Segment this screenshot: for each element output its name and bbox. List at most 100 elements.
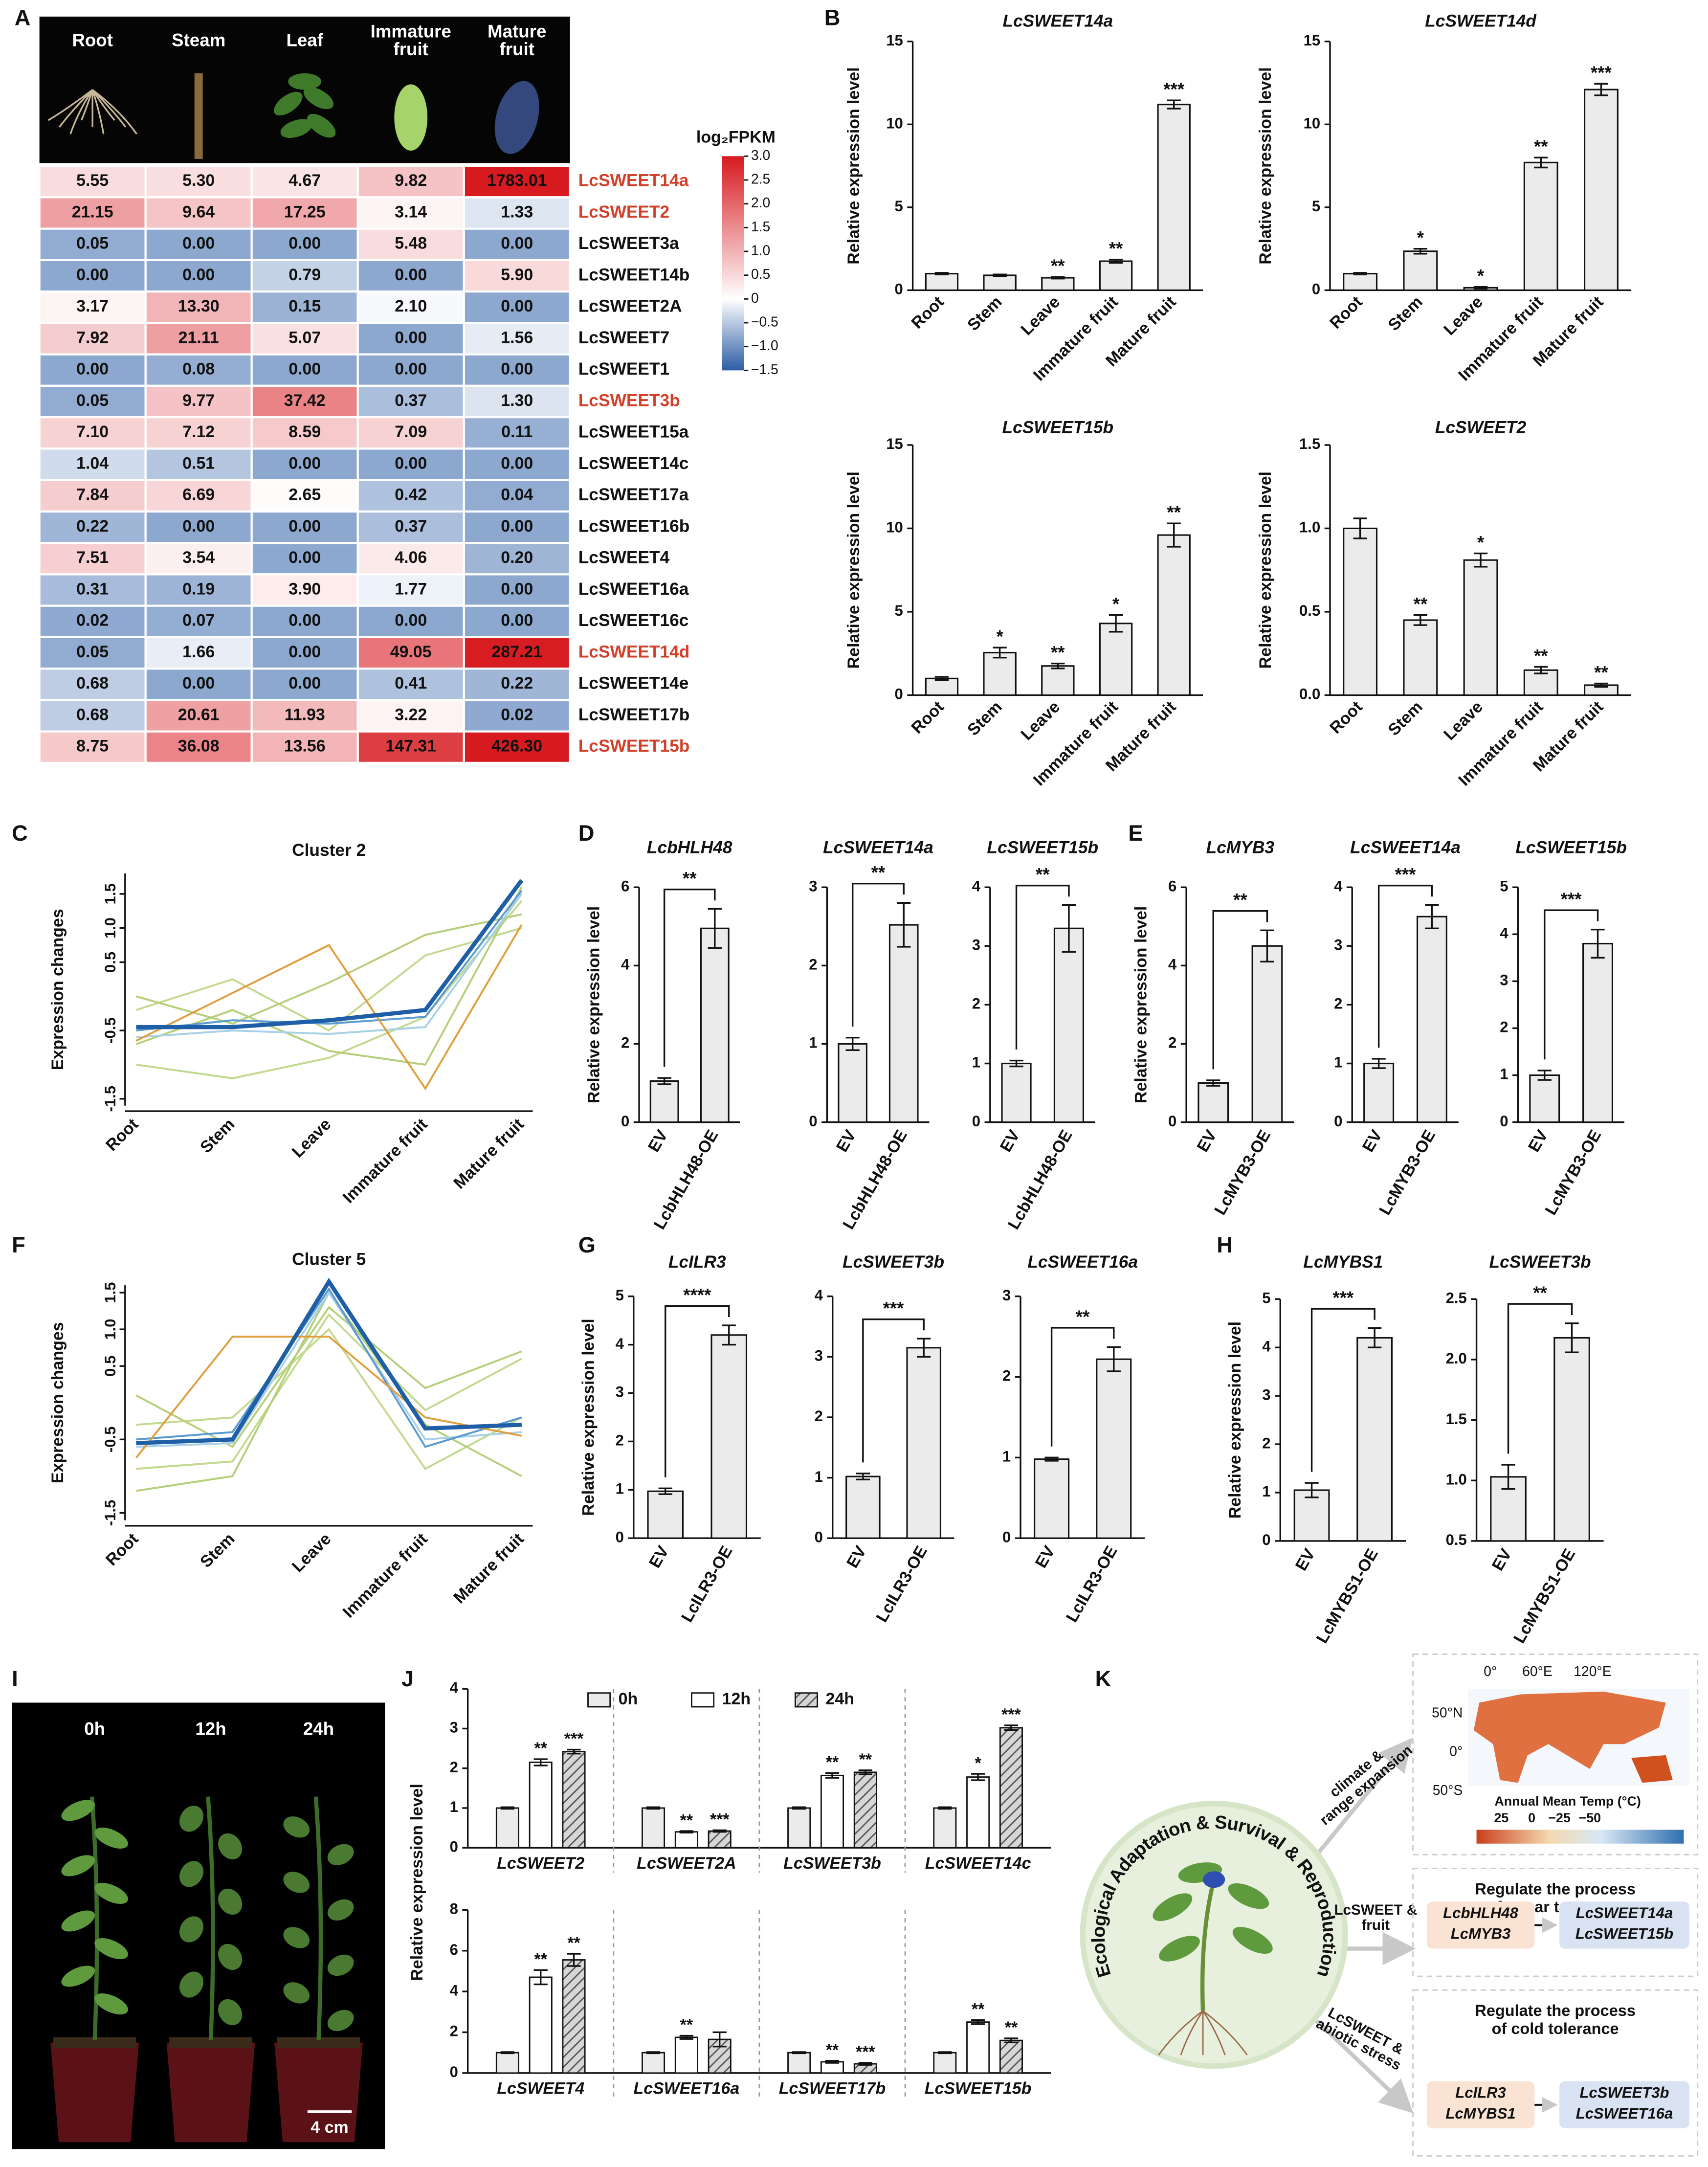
bar xyxy=(933,1807,957,1849)
error-bar xyxy=(1062,904,1076,953)
bar xyxy=(1157,534,1191,696)
leaf xyxy=(218,1888,243,1915)
y-tick-label: 0 xyxy=(815,1528,823,1545)
colorbar-tick-label: 3.0 xyxy=(751,147,770,163)
colorbar-tick-label: −1.0 xyxy=(751,337,778,353)
error-bar xyxy=(500,2051,515,2055)
map-lat-label: 0° xyxy=(1449,1743,1463,1759)
colorbar-tick-label: 0 xyxy=(751,290,759,306)
legend-label: 0h xyxy=(619,1690,638,1708)
significance: ** xyxy=(534,1950,548,1969)
cell-label: 5.48 xyxy=(395,234,427,253)
cell-label: 0.00 xyxy=(182,674,215,693)
y-tick-label: 1.0 xyxy=(102,1319,119,1340)
cell-label: 0.04 xyxy=(501,486,533,504)
cell-label: 1.56 xyxy=(501,328,533,347)
cell-label: 0.00 xyxy=(501,580,533,598)
leaf xyxy=(61,1966,95,1987)
column-header: Mature fruit xyxy=(488,21,546,59)
cell-label: 0.00 xyxy=(501,360,533,379)
significance: *** xyxy=(1591,63,1612,83)
y-axis-label: Relative expression level xyxy=(844,471,863,669)
bar xyxy=(1416,916,1447,1123)
error-bar xyxy=(1534,666,1548,674)
cell-label: 0.05 xyxy=(76,234,109,253)
y-tick-label: 6 xyxy=(1168,877,1176,894)
leaf xyxy=(94,1882,128,1904)
colorbar-tick-label: 2.5 xyxy=(751,171,770,186)
cell-label: 0.00 xyxy=(395,360,427,379)
error-bar xyxy=(792,1806,806,1810)
bar xyxy=(1463,559,1498,696)
cell-label: 6.69 xyxy=(182,486,215,504)
root-sketch xyxy=(92,89,137,135)
text-line: Regulate the process xyxy=(1475,2002,1636,2019)
bar xyxy=(820,1774,844,1849)
y-tick-label: 4 xyxy=(1334,877,1343,894)
heatmap-cell xyxy=(356,636,465,670)
chart-title: LcSWEET14a xyxy=(1350,838,1461,857)
significance: *** xyxy=(856,2043,875,2061)
significance: *** xyxy=(1001,1705,1021,1724)
bar xyxy=(966,2021,990,2074)
heatmap-cell xyxy=(144,604,253,639)
cell-label: 0.00 xyxy=(288,234,321,253)
heatmap-cell xyxy=(356,573,465,607)
y-tick-label: 2.0 xyxy=(1446,1350,1467,1367)
map-lon-label: 120°E xyxy=(1574,1663,1611,1679)
colorbar-tick-label: −0.5 xyxy=(751,313,778,329)
panel-letter: C xyxy=(12,821,28,846)
leaf-sketch xyxy=(274,91,303,116)
significance: ** xyxy=(871,863,886,883)
error-bar xyxy=(897,902,911,948)
row-label: LcSWEET7 xyxy=(578,328,669,347)
cell-label: 4.67 xyxy=(288,171,321,190)
cell-label: 0.11 xyxy=(501,423,532,441)
text-line: fruit xyxy=(1361,1917,1390,1933)
cell-label: 0.02 xyxy=(76,611,109,630)
error-bar xyxy=(679,2034,693,2040)
significance: ** xyxy=(683,869,697,889)
heatmap-cell xyxy=(463,730,571,764)
significance: ** xyxy=(1051,256,1065,276)
cell-label: 3.17 xyxy=(76,297,109,315)
error-bar xyxy=(993,273,1007,277)
bar xyxy=(642,1807,665,1849)
target-name: LcSWEET3b xyxy=(1579,2084,1669,2101)
y-tick-label: 0 xyxy=(1002,1528,1011,1545)
leaf xyxy=(283,1927,310,1948)
significance: *** xyxy=(1395,865,1417,885)
cell-label: 0.00 xyxy=(501,234,533,253)
bar xyxy=(529,1976,553,2074)
y-tick-label: 1.0 xyxy=(102,917,119,938)
heatmap-cell xyxy=(356,227,465,261)
error-bar xyxy=(1109,259,1123,264)
soil xyxy=(277,2037,360,2048)
y-tick-label: 3 xyxy=(809,877,817,894)
y-tick-label: 10 xyxy=(886,115,903,132)
y-tick-label: 0 xyxy=(450,1838,458,1855)
root-sketch xyxy=(91,89,115,121)
leaf xyxy=(283,1872,310,1893)
error-bar xyxy=(845,1036,860,1051)
heatmap-cell xyxy=(250,447,359,481)
cell-label: 9.77 xyxy=(182,391,215,410)
panel-letter: G xyxy=(578,1232,596,1257)
x-tick-label: LcSWEET14c xyxy=(925,1854,1031,1873)
cell-label: 0.00 xyxy=(395,454,427,472)
row-label: LcSWEET2 xyxy=(578,202,669,222)
y-axis-label: Relative expression level xyxy=(1256,67,1275,264)
cell-label: 0.00 xyxy=(288,674,321,693)
heatmap-cell xyxy=(144,479,253,513)
pot xyxy=(50,2042,139,2143)
chart-title: LcMYBS1 xyxy=(1303,1252,1383,1272)
bar xyxy=(1041,665,1075,696)
bar xyxy=(674,1831,698,1849)
y-tick-label: 2 xyxy=(815,1407,823,1425)
map-lon-label: 60°E xyxy=(1522,1663,1553,1679)
y-tick-label: 0 xyxy=(895,686,903,703)
cell-label: 3.90 xyxy=(288,580,321,598)
target-name: LcSWEET14a xyxy=(1576,1904,1673,1921)
row-label: LcSWEET14b xyxy=(578,265,690,284)
